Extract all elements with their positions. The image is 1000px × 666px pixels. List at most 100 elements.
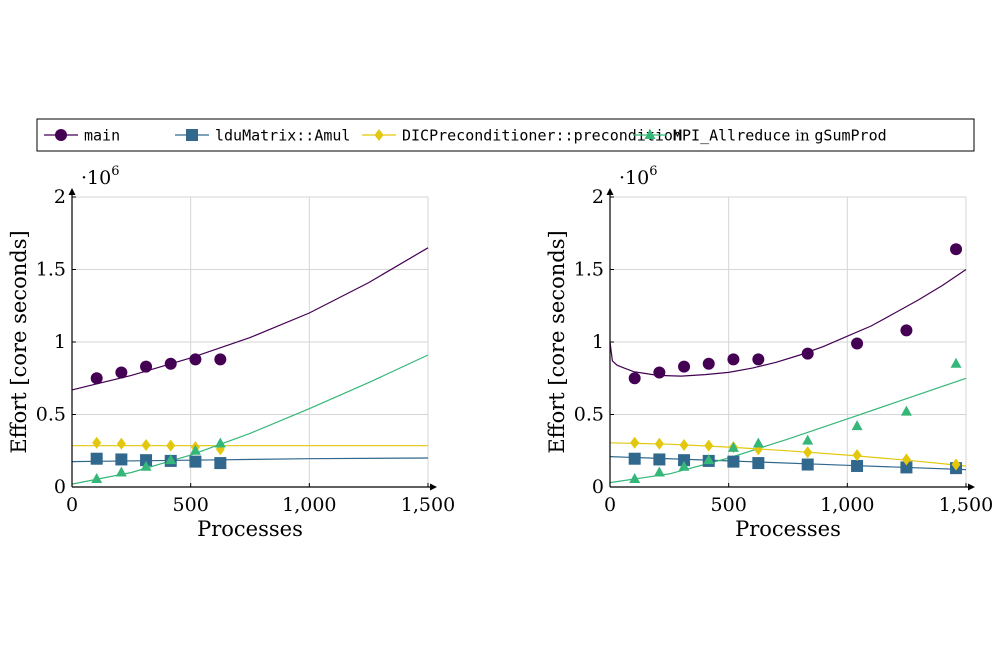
legend-entry-mpi: MPI_Allreduce in gSumProd (633, 127, 887, 145)
legend-label-main: main (84, 127, 120, 145)
legend-label-mpi: MPI_Allreduce in gSumProd (673, 127, 887, 145)
data-point-dic (951, 458, 961, 471)
y-tick-label: 1 (54, 331, 66, 353)
data-point-dic (630, 436, 640, 449)
data-point-amul (653, 453, 666, 466)
legend-label-part: gSumProd (814, 127, 886, 145)
legend-label-part: MPI_Allreduce (673, 127, 790, 145)
data-point-amul (115, 453, 128, 466)
x-tick-label: 1,500 (401, 494, 455, 516)
x-tick-label: 1,000 (820, 494, 874, 516)
y-multiplier-exponent: 6 (111, 164, 119, 179)
fit-line-mpi (71, 354, 429, 485)
data-point-amul (90, 452, 103, 465)
data-point-dic (116, 437, 126, 450)
data-point-mpi (629, 473, 641, 484)
x-tick-label: 1,000 (282, 494, 336, 516)
data-point-amul (628, 452, 641, 465)
data-point-mpi (214, 437, 226, 448)
data-point-main (628, 372, 641, 385)
data-point-mpi (653, 466, 665, 477)
x-axis-title: Processes (197, 517, 303, 541)
legend-entry-main: main (44, 127, 120, 145)
legend-entry-dic: DICPreconditioner::precondition (362, 127, 682, 145)
y-axis-title: Effort [core seconds] (545, 230, 569, 453)
y-tick-label: 1.5 (36, 259, 66, 281)
data-point-main (851, 337, 864, 350)
y-tick-label: 0.5 (36, 404, 66, 426)
data-point-main (727, 353, 740, 366)
legend-label-part: in (790, 127, 814, 145)
data-point-main (164, 357, 177, 370)
data-point-amul (140, 454, 153, 467)
data-point-dic (92, 436, 102, 449)
data-point-amul (900, 461, 913, 474)
data-point-mpi (950, 357, 962, 368)
data-point-dic (654, 437, 664, 450)
x-tick-label: 1,500 (939, 494, 993, 516)
data-point-main (900, 324, 913, 337)
legend-marker-main (55, 129, 67, 141)
fit-line-main (609, 269, 967, 377)
x-tick-label: 0 (66, 494, 78, 516)
data-point-amul (189, 455, 202, 468)
x-axis-arrow (430, 483, 437, 491)
y-multiplier-base: ·10 (619, 167, 649, 189)
data-point-main (678, 360, 691, 373)
data-point-mpi (165, 454, 177, 465)
data-point-dic (803, 446, 813, 459)
y-tick-label: 0.5 (574, 404, 604, 426)
data-point-main (140, 360, 153, 373)
data-point-mpi (727, 441, 739, 452)
legend-label-amul: lduMatrix::Amul (215, 127, 350, 145)
y-tick-label: 1.5 (574, 259, 604, 281)
y-tick-label: 0 (592, 476, 604, 498)
data-point-mpi (802, 434, 814, 445)
data-point-dic (704, 439, 714, 452)
data-point-main (189, 353, 202, 366)
data-point-mpi (91, 473, 103, 484)
data-point-amul (727, 455, 740, 468)
y-tick-label: 2 (54, 186, 66, 208)
legend-label-part: main (84, 127, 120, 145)
data-point-mpi (189, 444, 201, 455)
data-point-mpi (851, 420, 863, 431)
x-tick-label: 500 (173, 494, 209, 516)
data-point-main (801, 347, 814, 360)
data-point-mpi (703, 454, 715, 465)
x-tick-label: 0 (604, 494, 616, 516)
data-point-amul (678, 454, 691, 467)
data-point-amul (752, 457, 765, 470)
x-tick-label: 500 (711, 494, 747, 516)
legend-entry-amul: lduMatrix::Amul (175, 127, 350, 145)
data-point-main (90, 372, 103, 385)
data-point-mpi (140, 460, 152, 471)
legend-marker-mpi (644, 129, 656, 139)
data-point-mpi (115, 466, 127, 477)
y-tick-label: 0 (54, 476, 66, 498)
data-point-main (214, 353, 227, 366)
legend-marker-dic (374, 129, 384, 141)
x-axis-arrow (968, 483, 975, 491)
data-point-dic (679, 438, 689, 451)
fit-line-main (71, 247, 429, 391)
y-multiplier-exponent: 6 (649, 164, 657, 179)
y-tick-label: 1 (592, 331, 604, 353)
y-axis-title: Effort [core seconds] (7, 230, 31, 453)
data-point-dic (141, 438, 151, 451)
data-point-amul (851, 459, 864, 472)
legend: main lduMatrix::Amul DICPreconditioner::pr… (36, 118, 975, 152)
data-point-dic (852, 449, 862, 462)
data-point-main (950, 243, 963, 256)
legend-label-part: lduMatrix::Amul (215, 127, 350, 145)
data-point-mpi (678, 460, 690, 471)
chart-panel-left: 0 500 1,000 1,500 0 0.5 1 1.5 2 ·106 Processes Effo… (7, 164, 455, 541)
y-multiplier-base: ·10 (81, 167, 111, 189)
data-point-mpi (900, 405, 912, 416)
data-point-main (653, 366, 666, 379)
y-axis-multiplier: ·106 (619, 164, 658, 189)
legend-label-part: DICPreconditioner::precondition (402, 127, 682, 145)
data-point-amul (801, 458, 814, 471)
data-point-main (115, 366, 128, 379)
